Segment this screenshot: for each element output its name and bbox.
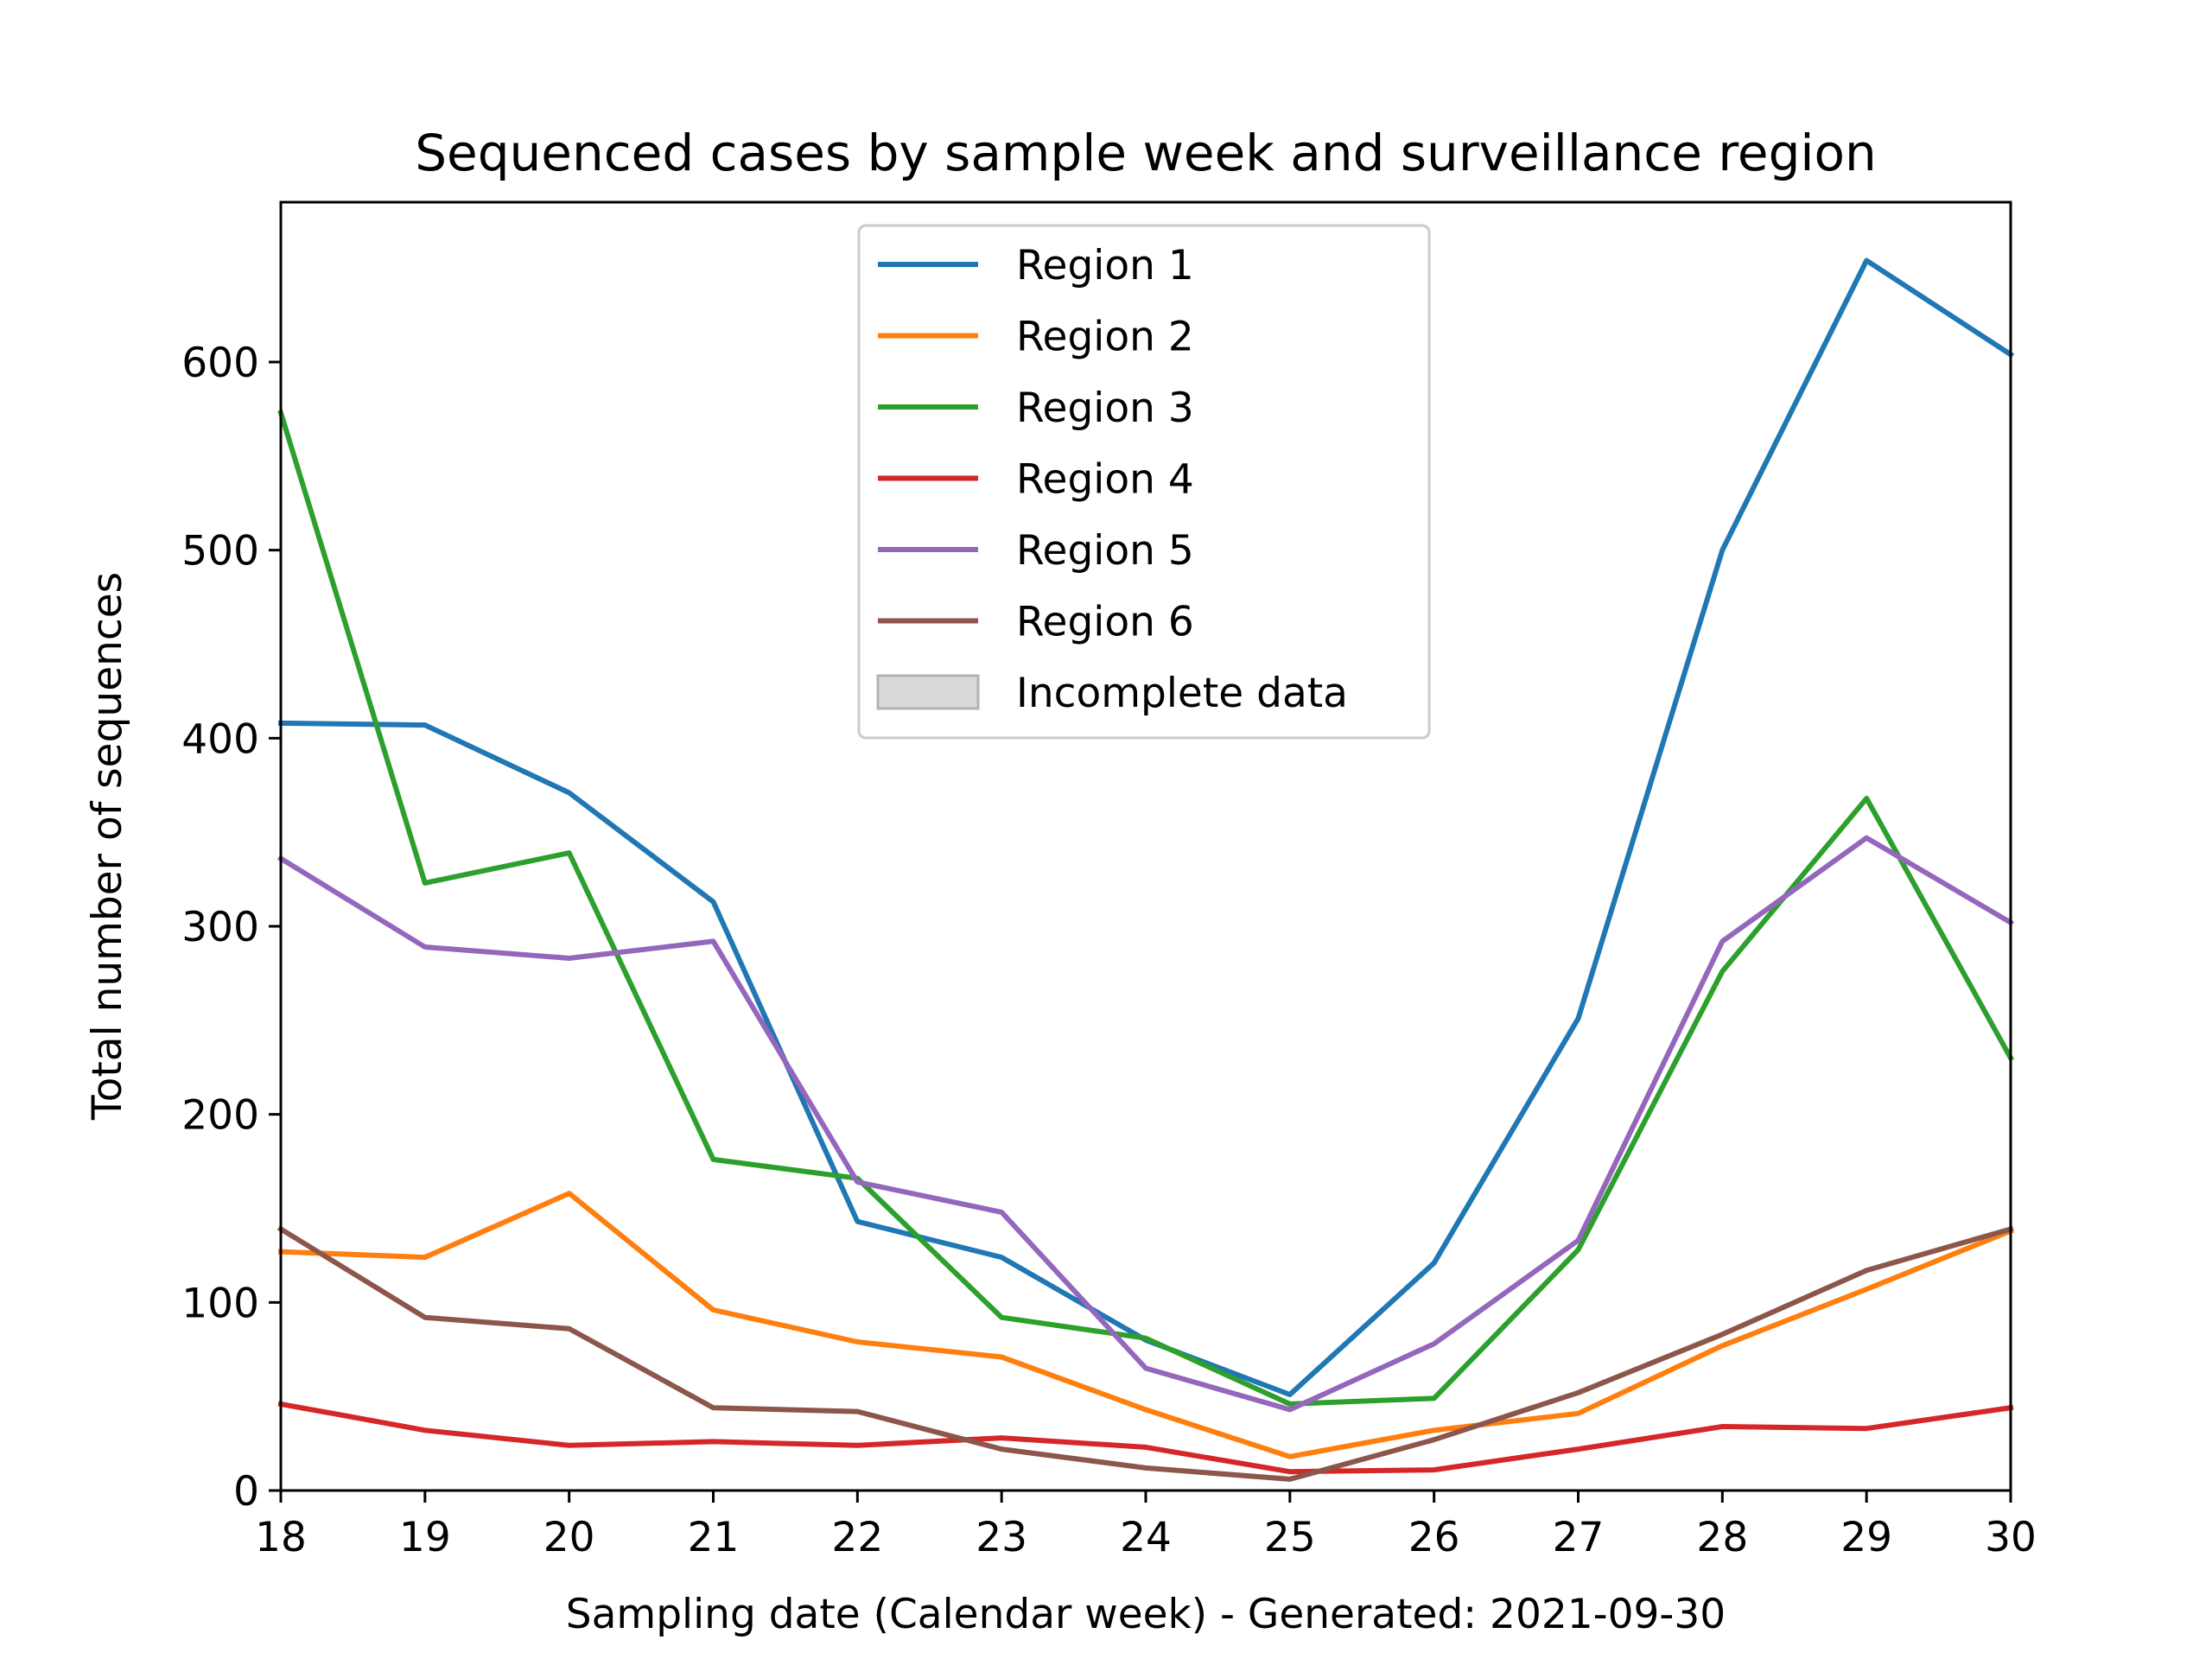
x-tick-label: 24 — [1120, 1514, 1172, 1561]
x-tick-label: 19 — [399, 1514, 451, 1561]
series-line-region-3 — [277, 410, 2015, 1407]
x-tick-label: 18 — [255, 1514, 307, 1561]
x-tick-label: 29 — [1840, 1514, 1892, 1561]
series-line-region-4 — [277, 1401, 2014, 1475]
legend: Region 1 Region 2 Region 3 Region 4 Region 5… — [857, 224, 1431, 740]
x-tick-label: 22 — [831, 1514, 883, 1561]
x-tick-label: 21 — [688, 1514, 740, 1561]
legend-label-region-6: Region 6 — [1016, 599, 1194, 646]
x-axis-label: Sampling date (Calendar week) - Generate… — [566, 1591, 1726, 1638]
y-tick-label: 300 — [181, 904, 259, 951]
legend-label-incomplete-data: Incomplete data — [1016, 670, 1348, 717]
x-tick-label: 25 — [1264, 1514, 1316, 1561]
x-tick-label: 28 — [1696, 1514, 1748, 1561]
y-tick-label: 100 — [181, 1280, 259, 1327]
chart-title: Sequenced cases by sample week and surve… — [415, 124, 1877, 182]
legend-items: Region 1 Region 2 Region 3 Region 4 Region 5… — [876, 242, 1348, 717]
y-axis-ticks: 0 100 200 300 400 500 600 — [181, 340, 281, 1516]
series-line-region-5 — [276, 835, 2015, 1413]
y-axis-label: Total number of sequences — [84, 572, 131, 1121]
x-tick-label: 27 — [1553, 1514, 1605, 1561]
y-tick-label: 0 — [233, 1468, 259, 1516]
plot-frame — [279, 200, 2012, 1492]
x-tick-label: 23 — [976, 1514, 1027, 1561]
y-tick-label: 400 — [181, 715, 259, 763]
x-axis-ticks: 18 19 20 21 22 23 24 25 26 27 28 29 30 — [255, 1491, 2037, 1561]
series-line-region-6 — [276, 1225, 2014, 1482]
y-tick-label: 200 — [181, 1092, 259, 1140]
legend-label-region-1: Region 1 — [1016, 242, 1194, 289]
legend-label-region-5: Region 5 — [1016, 527, 1194, 575]
legend-swatch-incomplete-data — [876, 674, 980, 710]
legend-label-region-3: Region 3 — [1016, 385, 1194, 432]
y-tick-label: 600 — [181, 340, 259, 387]
series-line-region-2 — [277, 1191, 2014, 1459]
x-tick-label: 20 — [543, 1514, 595, 1561]
x-tick-label: 26 — [1408, 1514, 1460, 1561]
legend-label-region-2: Region 2 — [1016, 314, 1194, 361]
x-tick-label: 30 — [1985, 1514, 2037, 1561]
y-tick-label: 500 — [181, 528, 259, 575]
plot-lines — [276, 257, 2015, 1482]
legend-label-region-4: Region 4 — [1016, 456, 1194, 504]
legend-frame — [857, 224, 1431, 740]
